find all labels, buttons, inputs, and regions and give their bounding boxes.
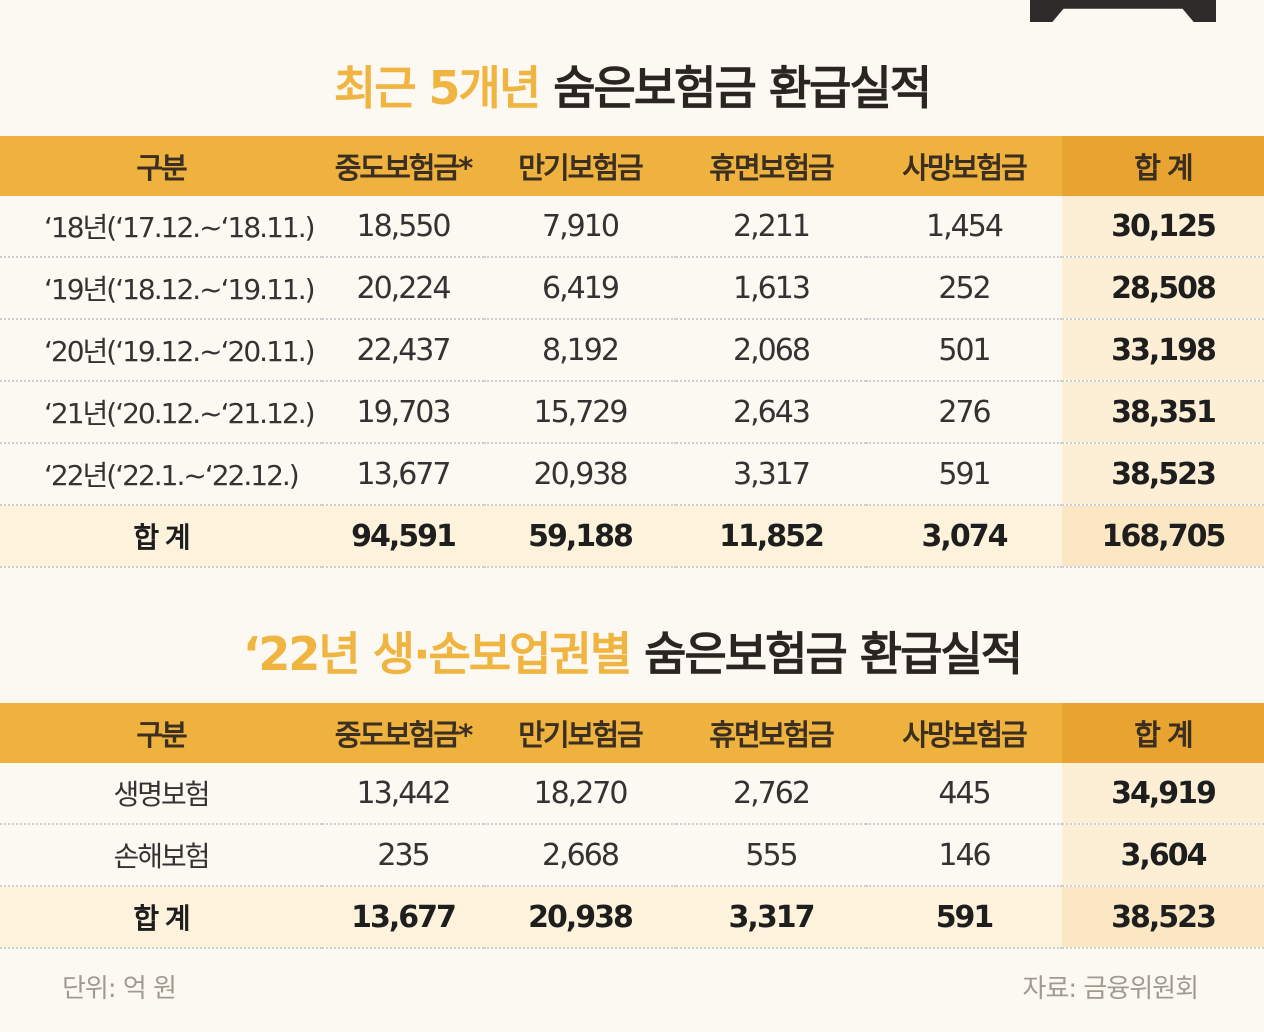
cell-dormant: 2,643	[676, 381, 866, 444]
cell-midterm: 20,224	[322, 257, 484, 320]
cell-death: 591	[866, 886, 1062, 949]
table2-header-death: 사망보험금	[866, 703, 1062, 763]
table2-header-dormant: 휴면보험금	[676, 703, 866, 763]
table1-header-row: 구분 중도보험금* 만기보험금 휴면보험금 사망보험금 합 계	[0, 136, 1264, 196]
cell-dormant: 11,852	[676, 505, 866, 568]
cell-midterm: 13,677	[322, 443, 484, 506]
table1-header-total: 합 계	[1062, 136, 1264, 196]
cell-dormant: 555	[676, 824, 866, 887]
cell-dormant: 2,211	[676, 196, 866, 258]
table1-header-maturity: 만기보험금	[484, 136, 676, 196]
cell-total: 30,125	[1062, 196, 1264, 258]
top-decoration	[1030, 0, 1216, 22]
source-note: 자료: 금융위원회	[1022, 974, 1199, 1004]
cell-maturity: 2,668	[484, 824, 676, 887]
table-sum-row: 합 계 94,591 59,188 11,852 3,074 168,705	[0, 505, 1264, 568]
row-label: ‘22년(‘22.1.~‘22.12.)	[0, 443, 322, 506]
row-label: ‘19년(‘18.12.~‘19.11.)	[0, 257, 322, 320]
table1-header-category: 구분	[0, 136, 322, 196]
cell-total: 3,604	[1062, 824, 1264, 887]
cell-midterm: 19,703	[322, 381, 484, 444]
table2-header-category: 구분	[0, 703, 322, 763]
cell-death: 591	[866, 443, 1062, 506]
row-label: ‘21년(‘20.12.~‘21.12.)	[0, 381, 322, 444]
table2-header-total: 합 계	[1062, 703, 1264, 763]
table-sum-row: 합 계 13,677 20,938 3,317 591 38,523	[0, 886, 1264, 949]
cell-midterm: 13,442	[322, 763, 484, 825]
cell-maturity: 20,938	[484, 886, 676, 949]
cell-death: 501	[866, 319, 1062, 382]
title-recent-5-years: 최근 5개년 숨은보험금 환급실적	[0, 52, 1264, 118]
cell-maturity: 6,419	[484, 257, 676, 320]
cell-total: 28,508	[1062, 257, 1264, 320]
table-recent-5-years: 구분 중도보험금* 만기보험금 휴면보험금 사망보험금 합 계 ‘18년(‘17…	[0, 136, 1264, 568]
cell-maturity: 15,729	[484, 381, 676, 444]
title2-highlight: ‘22년 생·손보업권별	[242, 627, 632, 681]
cell-dormant: 3,317	[676, 443, 866, 506]
table-row: 손해보험 235 2,668 555 146 3,604	[0, 824, 1264, 887]
cell-total: 33,198	[1062, 319, 1264, 382]
table1-header-dormant: 휴면보험금	[676, 136, 866, 196]
cell-maturity: 18,270	[484, 763, 676, 825]
cell-maturity: 20,938	[484, 443, 676, 506]
table-row: 생명보험 13,442 18,270 2,762 445 34,919	[0, 763, 1264, 825]
cell-midterm: 13,677	[322, 886, 484, 949]
cell-total: 34,919	[1062, 763, 1264, 825]
cell-total: 38,523	[1062, 443, 1264, 506]
title1-rest: 숨은보험금 환급실적	[553, 61, 932, 115]
cell-dormant: 1,613	[676, 257, 866, 320]
cell-dormant: 2,068	[676, 319, 866, 382]
cell-death: 252	[866, 257, 1062, 320]
unit-note: 단위: 억 원	[62, 974, 177, 1004]
cell-midterm: 94,591	[322, 505, 484, 568]
table2-header-maturity: 만기보험금	[484, 703, 676, 763]
title-2022-by-sector: ‘22년 생·손보업권별 숨은보험금 환급실적	[0, 618, 1264, 684]
row-label: ‘18년(‘17.12.~‘18.11.)	[0, 196, 322, 258]
cell-midterm: 22,437	[322, 319, 484, 382]
table1-header-death: 사망보험금	[866, 136, 1062, 196]
cell-midterm: 235	[322, 824, 484, 887]
row-label: 생명보험	[0, 763, 322, 825]
cell-dormant: 2,762	[676, 763, 866, 825]
cell-maturity: 59,188	[484, 505, 676, 568]
row-label: 합 계	[0, 886, 322, 949]
cell-total: 38,523	[1062, 886, 1264, 949]
table-row: ‘22년(‘22.1.~‘22.12.) 13,677 20,938 3,317…	[0, 443, 1264, 506]
cell-midterm: 18,550	[322, 196, 484, 258]
table-row: ‘19년(‘18.12.~‘19.11.) 20,224 6,419 1,613…	[0, 257, 1264, 320]
table-row: ‘18년(‘17.12.~‘18.11.) 18,550 7,910 2,211…	[0, 196, 1264, 258]
table1-header-midterm: 중도보험금*	[322, 136, 484, 196]
cell-death: 1,454	[866, 196, 1062, 258]
table-row: ‘20년(‘19.12.~‘20.11.) 22,437 8,192 2,068…	[0, 319, 1264, 382]
cell-dormant: 3,317	[676, 886, 866, 949]
cell-death: 3,074	[866, 505, 1062, 568]
title1-highlight: 최근 5개년	[333, 61, 541, 115]
cell-death: 276	[866, 381, 1062, 444]
row-label: 합 계	[0, 505, 322, 568]
cell-total: 38,351	[1062, 381, 1264, 444]
cell-death: 445	[866, 763, 1062, 825]
table2-header-row: 구분 중도보험금* 만기보험금 휴면보험금 사망보험금 합 계	[0, 703, 1264, 763]
row-label: ‘20년(‘19.12.~‘20.11.)	[0, 319, 322, 382]
cell-total: 168,705	[1062, 505, 1264, 568]
table2-header-midterm: 중도보험금*	[322, 703, 484, 763]
cell-maturity: 8,192	[484, 319, 676, 382]
table-row: ‘21년(‘20.12.~‘21.12.) 19,703 15,729 2,64…	[0, 381, 1264, 444]
cell-death: 146	[866, 824, 1062, 887]
row-label: 손해보험	[0, 824, 322, 887]
title2-rest: 숨은보험금 환급실적	[644, 627, 1023, 681]
table-2022-by-sector: 구분 중도보험금* 만기보험금 휴면보험금 사망보험금 합 계 생명보험 13,…	[0, 703, 1264, 949]
cell-maturity: 7,910	[484, 196, 676, 258]
